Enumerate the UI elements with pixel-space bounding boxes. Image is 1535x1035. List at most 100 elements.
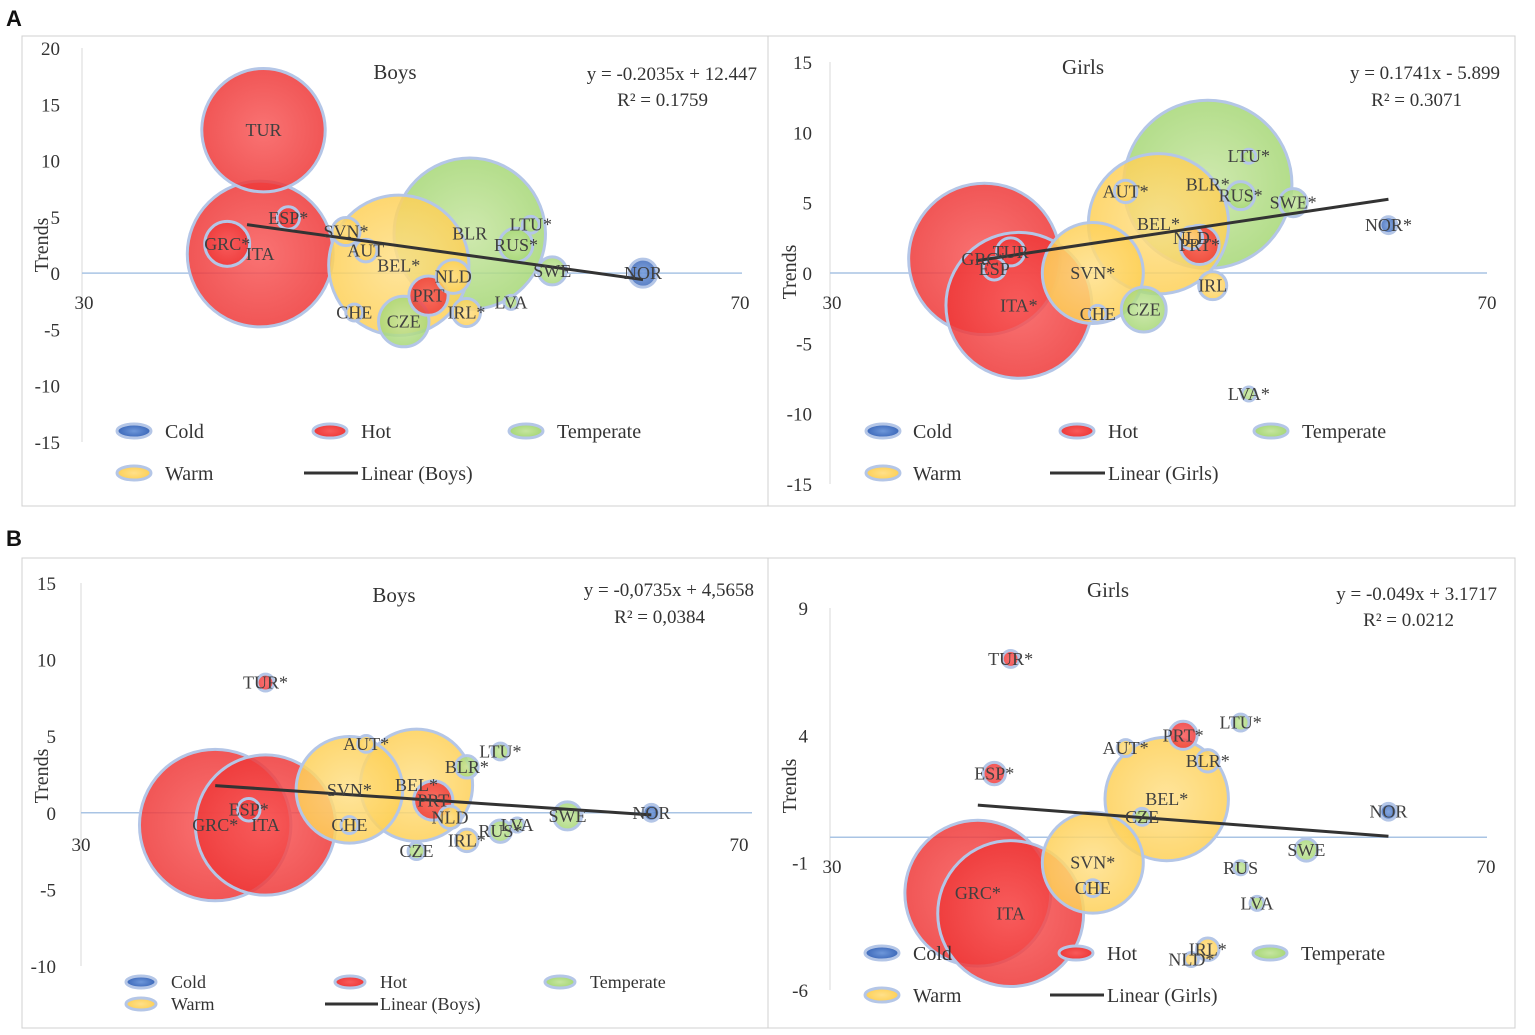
bubble-lva [1248, 894, 1266, 912]
point-label-svn: SVN* [1070, 263, 1115, 283]
point-label-cze: CZE [1127, 300, 1161, 320]
legend-swatch-hot [1058, 422, 1096, 440]
point-label-lva: LVA [1241, 893, 1274, 913]
point-label-prt: PRT [417, 791, 449, 811]
point-label-cze: CZE [1125, 807, 1159, 827]
legend-swatch-warm [115, 464, 153, 482]
point-label-irl: IRL* [447, 303, 485, 323]
x-tick-label: 70 [1478, 293, 1497, 314]
legend-swatch-warm [864, 464, 902, 482]
b-boys-equation: y = -0,0735x + 4,5658 [584, 580, 754, 601]
legend-swatch-cold [863, 944, 901, 962]
legend-label-hot: Hot [1108, 421, 1138, 443]
point-label-tur: TUR* [243, 673, 288, 693]
legend-label-hot: Hot [380, 972, 407, 992]
bubble-lva [1240, 385, 1258, 403]
point-label-blr: BLR [452, 224, 487, 244]
panel-label-a: A [6, 6, 22, 31]
point-label-bel: BEL* [395, 775, 438, 795]
y-tick-label: 9 [799, 599, 809, 620]
legend-label-temperate: Temperate [590, 972, 666, 992]
bubble-grc [203, 219, 252, 268]
bubble-che [344, 302, 365, 323]
point-label-ltu: LTU* [1228, 146, 1270, 166]
bubble-aut [353, 237, 379, 264]
point-label-ita: ITA* [1000, 295, 1038, 315]
y-tick-label: -10 [35, 377, 60, 398]
trend-line [215, 784, 652, 817]
b-boys-trend [215, 784, 652, 817]
legend-a-girls: Cold Hot Temperate Warm Linear (Girls) [864, 421, 1386, 485]
point-label-blr: BLR* [445, 757, 489, 777]
bubble-blr [454, 754, 480, 780]
bubble-irl [1197, 270, 1229, 302]
point-label-che: CHE [331, 815, 367, 835]
bubble-nld [1182, 950, 1200, 968]
x-tick-label: 70 [1477, 857, 1496, 878]
y-tick-label: 5 [803, 194, 813, 215]
y-tick-label: -15 [787, 475, 812, 496]
bubble-ltu [1230, 712, 1251, 733]
a-girls-axes: 15 10 5 0 -5 -10 -15 30 70 [787, 53, 1497, 496]
point-label-lva: LVA* [1228, 384, 1270, 404]
b-boys-r2: R² = 0,0384 [614, 607, 705, 628]
bubble-ltu [490, 741, 511, 762]
bubble-che [339, 815, 360, 835]
legend-swatch-warm [863, 986, 901, 1004]
legend-label-warm: Warm [913, 985, 962, 1007]
point-label-ltu: LTU* [479, 742, 521, 762]
x-tick-label: 30 [75, 293, 94, 314]
bubble-ltu [1240, 147, 1258, 165]
y-tick-label: -5 [40, 880, 56, 901]
point-label-tur: TUR [993, 242, 1029, 262]
bubble-irl [450, 297, 482, 329]
trend-line [977, 803, 1389, 838]
bubble-rus [1232, 859, 1250, 877]
point-label-ltu: LTU* [510, 215, 552, 235]
b-boys-title: Boys [372, 583, 415, 607]
a-girls-bubbles [907, 98, 1399, 403]
point-label-esp: ESP [979, 259, 1010, 279]
legend-label-cold: Cold [913, 943, 952, 965]
point-label-svn: SVN* [1070, 853, 1115, 873]
a-boys-trend [246, 223, 644, 282]
b-girls-point-labels: GRC*ITA TUR* ESP* SVN* CHE AUT* BEL* PRT* BLR* CZ… [955, 649, 1408, 970]
a-girls-title: Girls [1062, 55, 1104, 79]
legend-swatch-cold [115, 422, 153, 440]
bubble-tur [255, 672, 276, 693]
y-tick-label: 15 [37, 574, 56, 595]
legend-swatch-hot [333, 974, 367, 990]
b-girls-ylabel: Trends [779, 758, 801, 813]
point-label-ita: ITA [996, 904, 1025, 924]
point-label-lva: LVA [501, 815, 534, 835]
point-label-cze: CZE [387, 312, 421, 332]
point-label-aut: AUT* [1103, 738, 1149, 758]
bubble-che [1087, 303, 1108, 324]
point-label-rus: RUS* [494, 235, 538, 255]
bubble-lva [502, 293, 520, 311]
point-label-nld: NLD [1173, 228, 1210, 248]
bubble-irl [1195, 936, 1221, 962]
point-label-blr: BLR* [1186, 751, 1230, 771]
point-label-esp: ESP* [229, 800, 269, 820]
point-label-che: CHE [1080, 304, 1116, 324]
bubble-nor [641, 802, 662, 823]
point-label-ita: ITA [251, 815, 280, 835]
point-label-irl: IRL* [448, 830, 486, 850]
y-tick-label: 10 [41, 152, 60, 173]
legend-swatch-cold [864, 422, 902, 440]
y-tick-label: 10 [37, 651, 56, 672]
y-tick-label: 15 [41, 95, 60, 116]
bubble-tur [1000, 649, 1021, 669]
point-label-prt: PRT* [1163, 725, 1204, 745]
point-label-svn: SVN* [327, 780, 372, 800]
a-boys-equation: y = -0.2035x + 12.447 [587, 64, 757, 85]
point-label-prt: PRT [413, 286, 445, 306]
b-boys-ylabel: Trends [31, 748, 53, 803]
a-girls-equation: y = 0.1741x - 5.899 [1350, 63, 1500, 84]
bubble-che [1082, 878, 1103, 899]
